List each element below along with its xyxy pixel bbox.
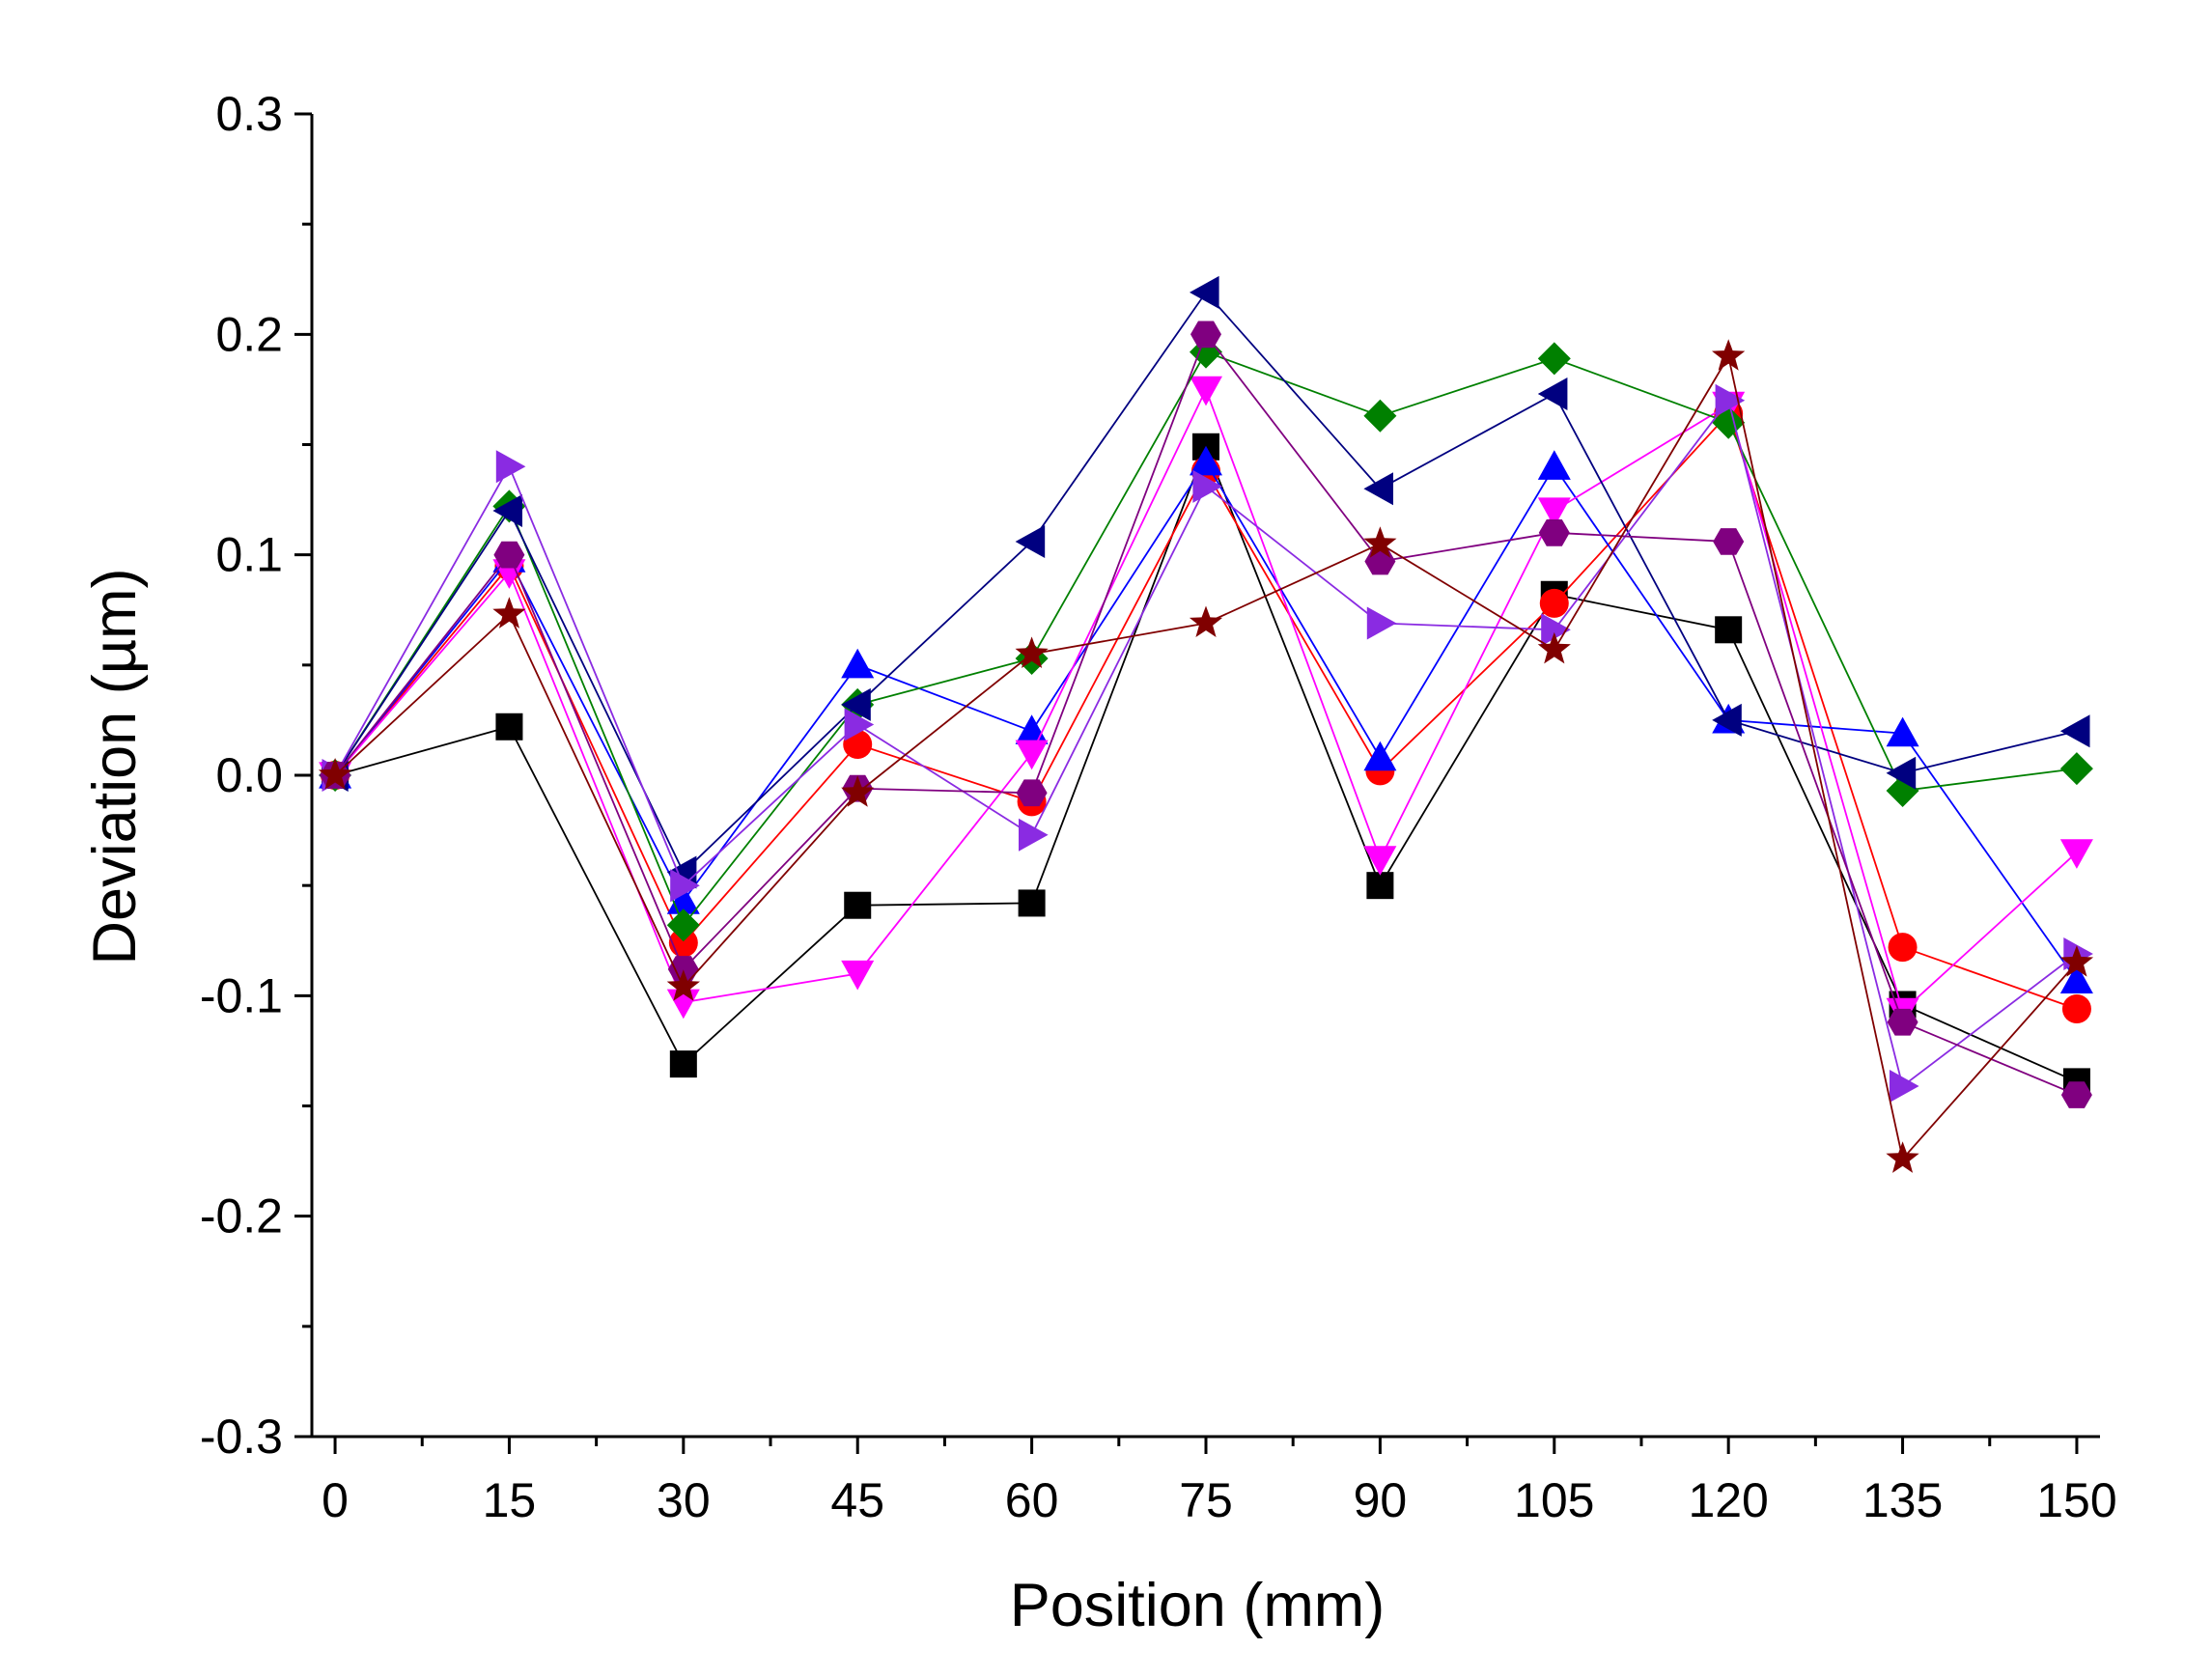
- y-tick-label: 0.2: [215, 307, 283, 361]
- x-tick-label: 15: [483, 1473, 537, 1527]
- x-tick-label: 105: [1514, 1473, 1594, 1527]
- data-point: [1715, 383, 1746, 417]
- data-point: [2059, 839, 2093, 869]
- plot-area: [318, 275, 2094, 1173]
- data-point: [1538, 519, 1570, 546]
- data-point: [1537, 342, 1571, 376]
- data-point: [1366, 872, 1394, 900]
- data-point: [1537, 497, 1571, 527]
- data-point: [1537, 631, 1571, 664]
- data-point: [2061, 994, 2091, 1024]
- y-tick-label: 0.1: [215, 528, 283, 582]
- y-tick-label: -0.1: [200, 968, 283, 1022]
- data-point: [1887, 1008, 1918, 1036]
- data-point: [1363, 846, 1397, 876]
- data-point: [1713, 528, 1745, 555]
- y-tick-label: 0.3: [215, 87, 283, 141]
- x-tick-label: 90: [1354, 1473, 1408, 1527]
- series-5: [319, 335, 2093, 942]
- series-line: [334, 411, 2078, 1010]
- y-tick-label: -0.3: [200, 1410, 283, 1464]
- data-point: [493, 541, 525, 569]
- series-3: [319, 445, 2093, 993]
- data-point: [1190, 445, 1222, 476]
- data-point: [1888, 933, 1918, 963]
- x-tick-label: 30: [657, 1473, 711, 1527]
- data-point: [666, 908, 700, 942]
- data-point: [1363, 741, 1397, 771]
- data-point: [1190, 321, 1221, 349]
- data-point: [844, 708, 875, 741]
- data-point: [1886, 1141, 1919, 1173]
- data-point: [495, 450, 526, 484]
- x-tick-label: 135: [1862, 1473, 1943, 1527]
- data-point: [1886, 716, 1919, 747]
- y-tick-label: -0.2: [200, 1189, 283, 1244]
- data-point: [492, 597, 526, 629]
- data-point: [1537, 450, 1571, 480]
- x-tick-label: 60: [1005, 1473, 1059, 1527]
- data-point: [670, 869, 700, 903]
- y-tick-label: 0.0: [215, 748, 283, 802]
- data-point: [1015, 636, 1049, 668]
- data-point: [1364, 547, 1396, 575]
- data-point: [666, 969, 700, 1001]
- data-point: [1018, 889, 1046, 917]
- data-point: [2059, 752, 2093, 786]
- axes: 0 15 30 45 60 75 90 105 120 135 150 -0.3 -0.2 -0.1 0.0…: [200, 87, 2117, 1527]
- data-point: [1190, 376, 1222, 406]
- x-tick-label: 75: [1179, 1473, 1233, 1527]
- series-line: [334, 398, 2078, 1088]
- data-point: [1019, 818, 1049, 852]
- data-point: [1366, 606, 1397, 640]
- data-point: [1886, 756, 1917, 790]
- data-point: [2059, 714, 2090, 748]
- data-point: [1190, 275, 1219, 309]
- data-point: [1192, 469, 1222, 503]
- x-tick-label: 120: [1688, 1473, 1768, 1527]
- data-point: [1890, 1070, 1919, 1103]
- data-point: [1715, 616, 1743, 644]
- data-point: [1712, 703, 1742, 737]
- x-axis-title: Position (mm): [1010, 1572, 1386, 1639]
- data-point: [1363, 526, 1397, 558]
- data-point: [2059, 964, 2093, 993]
- data-point: [844, 891, 872, 919]
- data-point: [492, 494, 522, 527]
- data-point: [495, 713, 523, 741]
- data-point: [1363, 399, 1397, 433]
- data-point: [1537, 377, 1568, 410]
- data-point: [841, 960, 875, 991]
- data-point: [1541, 613, 1571, 647]
- data-point: [1189, 605, 1223, 637]
- series-line: [334, 461, 2078, 981]
- data-point: [841, 648, 875, 679]
- data-point: [841, 775, 875, 807]
- series-9: [318, 339, 2094, 1173]
- data-point: [1016, 779, 1048, 807]
- data-point: [2060, 1081, 2092, 1108]
- y-axis-title: Deviation (µm): [81, 569, 149, 965]
- data-point: [2059, 945, 2094, 977]
- data-point: [667, 956, 699, 983]
- x-tick-label: 45: [830, 1473, 884, 1527]
- data-point: [1539, 588, 1569, 618]
- x-tick-label: 150: [2036, 1473, 2116, 1527]
- data-point: [1712, 339, 1746, 371]
- data-point: [841, 687, 871, 721]
- data-point: [1015, 740, 1049, 770]
- data-point: [1363, 472, 1393, 506]
- x-tick-label: 0: [322, 1473, 349, 1527]
- data-point: [1015, 525, 1046, 558]
- data-point: [669, 1050, 697, 1078]
- data-point: [318, 758, 352, 790]
